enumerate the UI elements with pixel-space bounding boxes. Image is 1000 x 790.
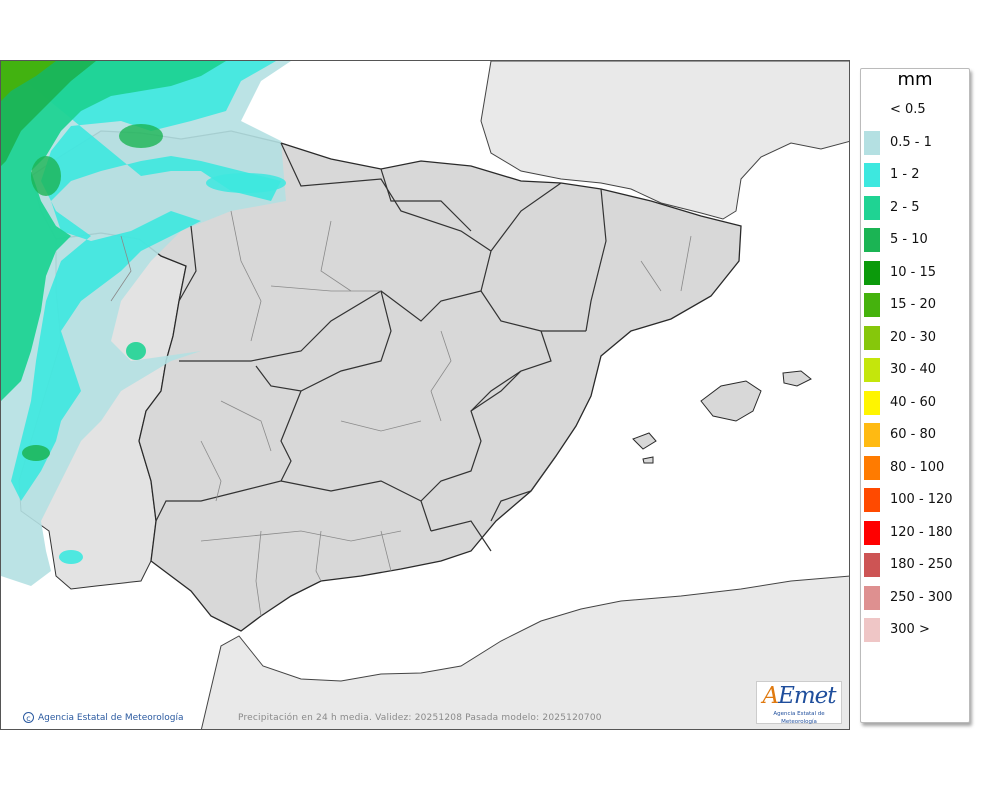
precip-0-5-1 <box>1 61 291 586</box>
legend-swatch <box>864 520 880 545</box>
legend-item: 250 - 300 <box>861 585 969 610</box>
precip-10-15 <box>1 61 56 101</box>
aemet-logo-mark: AEmet <box>762 683 836 709</box>
france-landmass <box>480 61 849 220</box>
legend-item: < 0.5 <box>861 98 969 122</box>
legend-swatch <box>864 358 880 382</box>
aemet-logo-subtitle: Agencia Estatal de Meteorología <box>773 711 825 725</box>
legend-item: 300 > <box>861 618 969 642</box>
legend-label: 60 - 80 <box>890 427 937 442</box>
region-borders <box>155 142 607 552</box>
validity-text: Precipitación en 24 h media. Validez: 20… <box>238 713 602 723</box>
aemet-logo: AEmet Agencia Estatal de Meteorología <box>756 681 842 725</box>
legend-label: 120 - 180 <box>890 524 953 540</box>
legend-swatch <box>864 553 880 577</box>
ibiza <box>632 432 657 450</box>
legend-swatch <box>864 325 880 350</box>
province-borders <box>110 210 692 617</box>
precip-blob-galicia <box>119 124 163 148</box>
formentera <box>642 456 654 464</box>
legend-label: 15 - 20 <box>890 297 937 312</box>
precip-blob-algarve <box>59 550 83 564</box>
legend-swatch <box>864 228 880 252</box>
legend-item: 15 - 20 <box>861 293 969 317</box>
aemet-credit: c Agencia Estatal de Meteorología <box>23 712 184 723</box>
legend-item: 80 - 100 <box>861 455 969 480</box>
precip-blob-lisbon <box>22 445 50 461</box>
mallorca <box>700 380 762 422</box>
legend-swatch <box>864 390 880 415</box>
menorca <box>782 370 812 387</box>
legend-swatch <box>864 585 880 610</box>
legend-item: 30 - 40 <box>861 358 969 382</box>
legend-item: 120 - 180 <box>861 520 969 545</box>
legend-swatch <box>864 98 880 122</box>
legend-label: 20 - 30 <box>890 329 937 345</box>
africa-landmass <box>200 575 849 729</box>
legend-label: 2 - 5 <box>890 199 920 215</box>
legend-swatch <box>864 455 880 480</box>
legend-label: 10 - 15 <box>890 264 937 280</box>
map-canvas <box>1 61 849 729</box>
credit-text: Agencia Estatal de Meteorología <box>38 712 184 723</box>
legend-item: 10 - 15 <box>861 260 969 285</box>
legend-label: 100 - 120 <box>890 492 953 507</box>
legend-label: 5 - 10 <box>890 232 928 247</box>
legend-item: 5 - 10 <box>861 228 969 252</box>
legend-item: 20 - 30 <box>861 325 969 350</box>
legend-label: 300 > <box>890 622 930 637</box>
legend-label: 80 - 100 <box>890 459 945 475</box>
legend-label: 30 - 40 <box>890 362 937 377</box>
legend-unit: mm <box>897 69 933 90</box>
legend-swatch <box>864 423 880 447</box>
legend-label: < 0.5 <box>890 102 926 117</box>
precip-5-10 <box>1 61 96 166</box>
legend-swatch <box>864 488 880 512</box>
legend-item: 100 - 120 <box>861 488 969 512</box>
legend-swatch <box>864 163 880 187</box>
legend-item: 60 - 80 <box>861 423 969 447</box>
legend-swatch <box>864 260 880 285</box>
legend-swatch <box>864 130 880 155</box>
legend-label: 1 - 2 <box>890 167 920 182</box>
precip-1-2 <box>1 61 281 501</box>
legend-item: 180 - 250 <box>861 553 969 577</box>
legend-label: 40 - 60 <box>890 394 937 410</box>
legend-item: 40 - 60 <box>861 390 969 415</box>
precip-blob-rias <box>31 156 61 196</box>
legend-item: 0.5 - 1 <box>861 130 969 155</box>
legend-label: 0.5 - 1 <box>890 134 932 150</box>
legend-label: 180 - 250 <box>890 557 953 572</box>
legend-item: 2 - 5 <box>861 195 969 220</box>
precip-blob-cantabria <box>206 173 286 193</box>
precipitation-map: c Agencia Estatal de Meteorología Precip… <box>0 60 850 730</box>
legend-swatch <box>864 195 880 220</box>
legend-swatch <box>864 618 880 642</box>
legend-swatch <box>864 293 880 317</box>
precipitation-legend: mm < 0.5 0.5 - 1 1 - 2 2 - 5 5 - 10 10 - 15 15… <box>860 68 970 723</box>
precip-blob-coimbra <box>126 342 146 360</box>
spain-mainland <box>30 130 742 632</box>
legend-label: 250 - 300 <box>890 589 953 605</box>
legend-item: 1 - 2 <box>861 163 969 187</box>
copyright-icon: c <box>23 712 34 723</box>
